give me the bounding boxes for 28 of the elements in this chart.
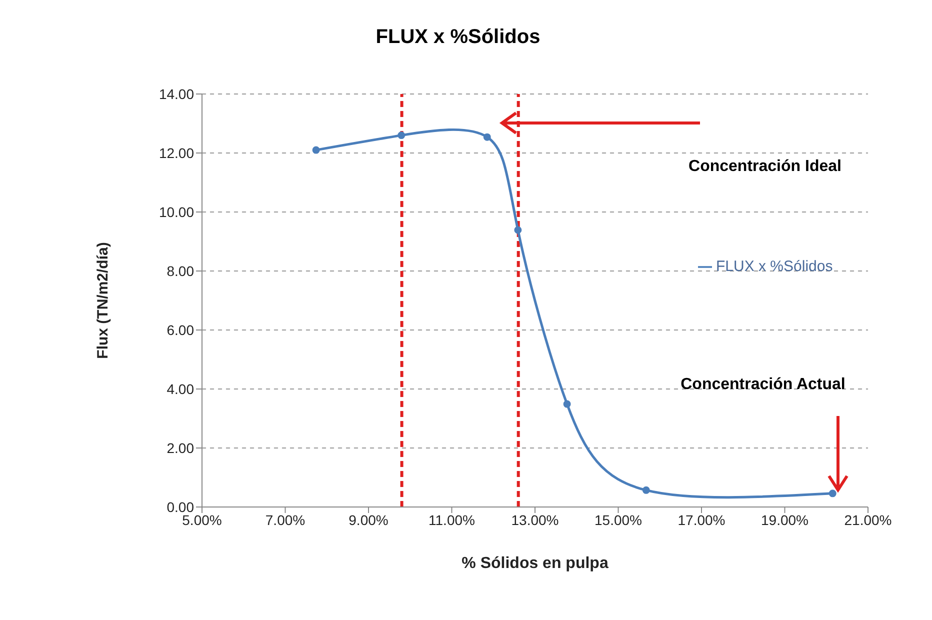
x-axis-title: % Sólidos en pulpa xyxy=(462,555,608,572)
point xyxy=(514,226,522,234)
y-tick-label: 14.00 xyxy=(158,86,194,102)
annotation: Concentración Actual xyxy=(680,376,846,394)
y-tick-label: 8.00 xyxy=(166,262,194,279)
annotation: Concentración Ideal xyxy=(688,158,842,176)
x-tick-label: 11.00% xyxy=(428,512,475,528)
point xyxy=(642,486,650,494)
y-axis-title: Flux (TN/m2/día) xyxy=(94,242,112,359)
x-tick-label: 21.00% xyxy=(844,512,892,528)
x-tick-label: 15.00% xyxy=(594,512,642,528)
point xyxy=(828,490,836,498)
y-tick-label: 12.00 xyxy=(158,144,194,161)
y-tick-label: 6.00 xyxy=(166,322,194,338)
y-tick-label: 2.00 xyxy=(166,440,194,456)
y-tick-label: 10.00 xyxy=(158,204,194,220)
x-tick-label: 17.00% xyxy=(678,512,726,528)
x-tick-label: 13.00% xyxy=(511,512,559,528)
chart-title: FLUX x %Sólidos xyxy=(374,26,542,49)
x-tick-label: 19.00% xyxy=(761,512,808,528)
point xyxy=(312,146,320,154)
legend-label: FLUX x %Sólidos xyxy=(716,258,833,275)
point xyxy=(483,133,491,141)
point xyxy=(563,400,571,408)
point xyxy=(398,132,406,140)
y-tick-label: 4.00 xyxy=(166,380,194,397)
x-tick-label: 7.00% xyxy=(265,512,306,528)
x-tick-label: 9.00% xyxy=(348,512,388,528)
